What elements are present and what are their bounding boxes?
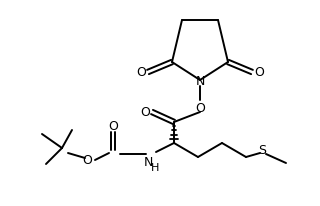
Text: O: O <box>136 66 146 78</box>
Text: N: N <box>143 156 153 169</box>
Text: O: O <box>140 105 150 118</box>
Text: H: H <box>151 163 159 173</box>
Text: O: O <box>195 102 205 115</box>
Text: S: S <box>258 144 266 157</box>
Text: O: O <box>82 153 92 166</box>
Text: O: O <box>108 119 118 132</box>
Text: N: N <box>195 75 205 88</box>
Text: O: O <box>254 66 264 78</box>
